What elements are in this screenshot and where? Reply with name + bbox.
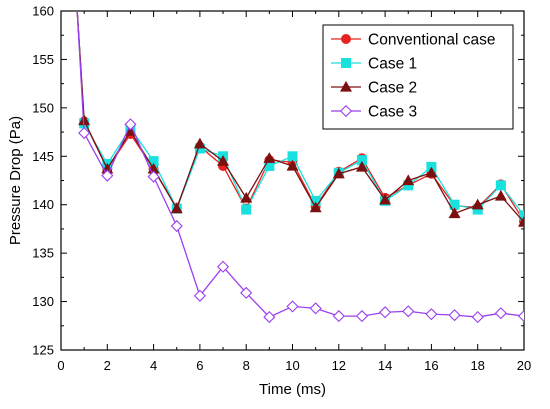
series-case-3 xyxy=(76,11,524,324)
x-tick-label: 8 xyxy=(243,358,250,373)
data-point xyxy=(124,118,137,131)
data-point xyxy=(332,167,345,179)
legend-item: Case 1 xyxy=(331,56,417,73)
x-axis-title: Time (ms) xyxy=(259,381,326,398)
data-point xyxy=(263,311,276,324)
x-tick-label: 20 xyxy=(517,358,531,373)
data-point xyxy=(379,193,392,205)
y-tick-label: 140 xyxy=(32,197,54,212)
legend-marker xyxy=(340,34,351,45)
legend-label: Case 2 xyxy=(368,80,417,97)
data-point xyxy=(355,160,368,172)
data-point xyxy=(402,305,415,318)
data-point xyxy=(332,310,345,323)
x-tick-label: 14 xyxy=(378,358,392,373)
data-point xyxy=(193,137,206,149)
y-tick-label: 130 xyxy=(32,294,54,309)
data-point xyxy=(448,309,461,322)
data-point xyxy=(240,191,253,203)
data-point xyxy=(216,260,230,273)
data-point xyxy=(263,152,276,163)
x-tick-label: 0 xyxy=(57,358,64,373)
axes: 0 2 4 6 8 10 12 14 16 18 20 125 130 135 140 145 150 155 16… xyxy=(7,4,531,399)
data-point xyxy=(193,289,206,302)
legend-label: Case 1 xyxy=(368,56,417,73)
data-point xyxy=(494,307,507,320)
legend-marker xyxy=(340,80,352,92)
x-tick-label: 18 xyxy=(470,358,484,373)
data-point xyxy=(425,166,438,178)
data-point xyxy=(448,207,461,219)
legend-box xyxy=(322,24,514,130)
x-tick-label: 16 xyxy=(424,358,438,373)
data-point xyxy=(101,169,114,182)
data-point xyxy=(471,198,484,210)
y-tick-label: 150 xyxy=(32,100,54,115)
data-point xyxy=(425,308,438,321)
data-point xyxy=(147,170,160,183)
data-point xyxy=(402,174,415,186)
legend-marker xyxy=(340,58,351,69)
data-point xyxy=(217,155,230,166)
data-point xyxy=(240,286,253,299)
x-tick-label: 6 xyxy=(196,358,203,373)
y-tick-label: 155 xyxy=(32,52,54,67)
legend-label: Conventional case xyxy=(368,32,496,49)
legend-item: Conventional case xyxy=(331,32,496,49)
x-tick-label: 12 xyxy=(332,358,346,373)
x-tick-label: 4 xyxy=(150,358,157,373)
legend-item: Case 3 xyxy=(331,104,417,121)
y-axis-title: Pressure Drop (Pa) xyxy=(7,116,24,245)
legend: Conventional case Case 1 Case 2 Case 3 xyxy=(322,24,514,130)
data-point xyxy=(471,311,484,324)
data-point xyxy=(517,310,524,323)
legend-marker xyxy=(339,104,353,118)
legend-item: Case 2 xyxy=(331,80,417,97)
data-point xyxy=(286,300,299,313)
data-point xyxy=(495,180,506,191)
y-tick-label: 125 xyxy=(32,343,54,358)
data-point xyxy=(355,310,369,323)
x-tick-label: 10 xyxy=(285,358,299,373)
y-tick-label: 145 xyxy=(32,149,54,164)
data-point xyxy=(170,219,183,233)
x-tick-label: 2 xyxy=(104,358,111,373)
data-point xyxy=(518,216,524,227)
data-point xyxy=(286,159,299,171)
data-point xyxy=(78,126,91,140)
data-point xyxy=(287,151,298,162)
data-point xyxy=(519,210,524,221)
legend-label: Case 3 xyxy=(368,104,417,121)
data-point xyxy=(379,306,392,319)
data-point xyxy=(241,204,252,215)
data-point xyxy=(170,202,183,214)
data-point xyxy=(309,201,322,213)
data-point xyxy=(494,189,507,201)
series-layer xyxy=(76,11,524,324)
y-tick-label: 160 xyxy=(32,4,54,19)
data-point xyxy=(309,302,322,315)
y-tick-label: 135 xyxy=(32,246,54,261)
